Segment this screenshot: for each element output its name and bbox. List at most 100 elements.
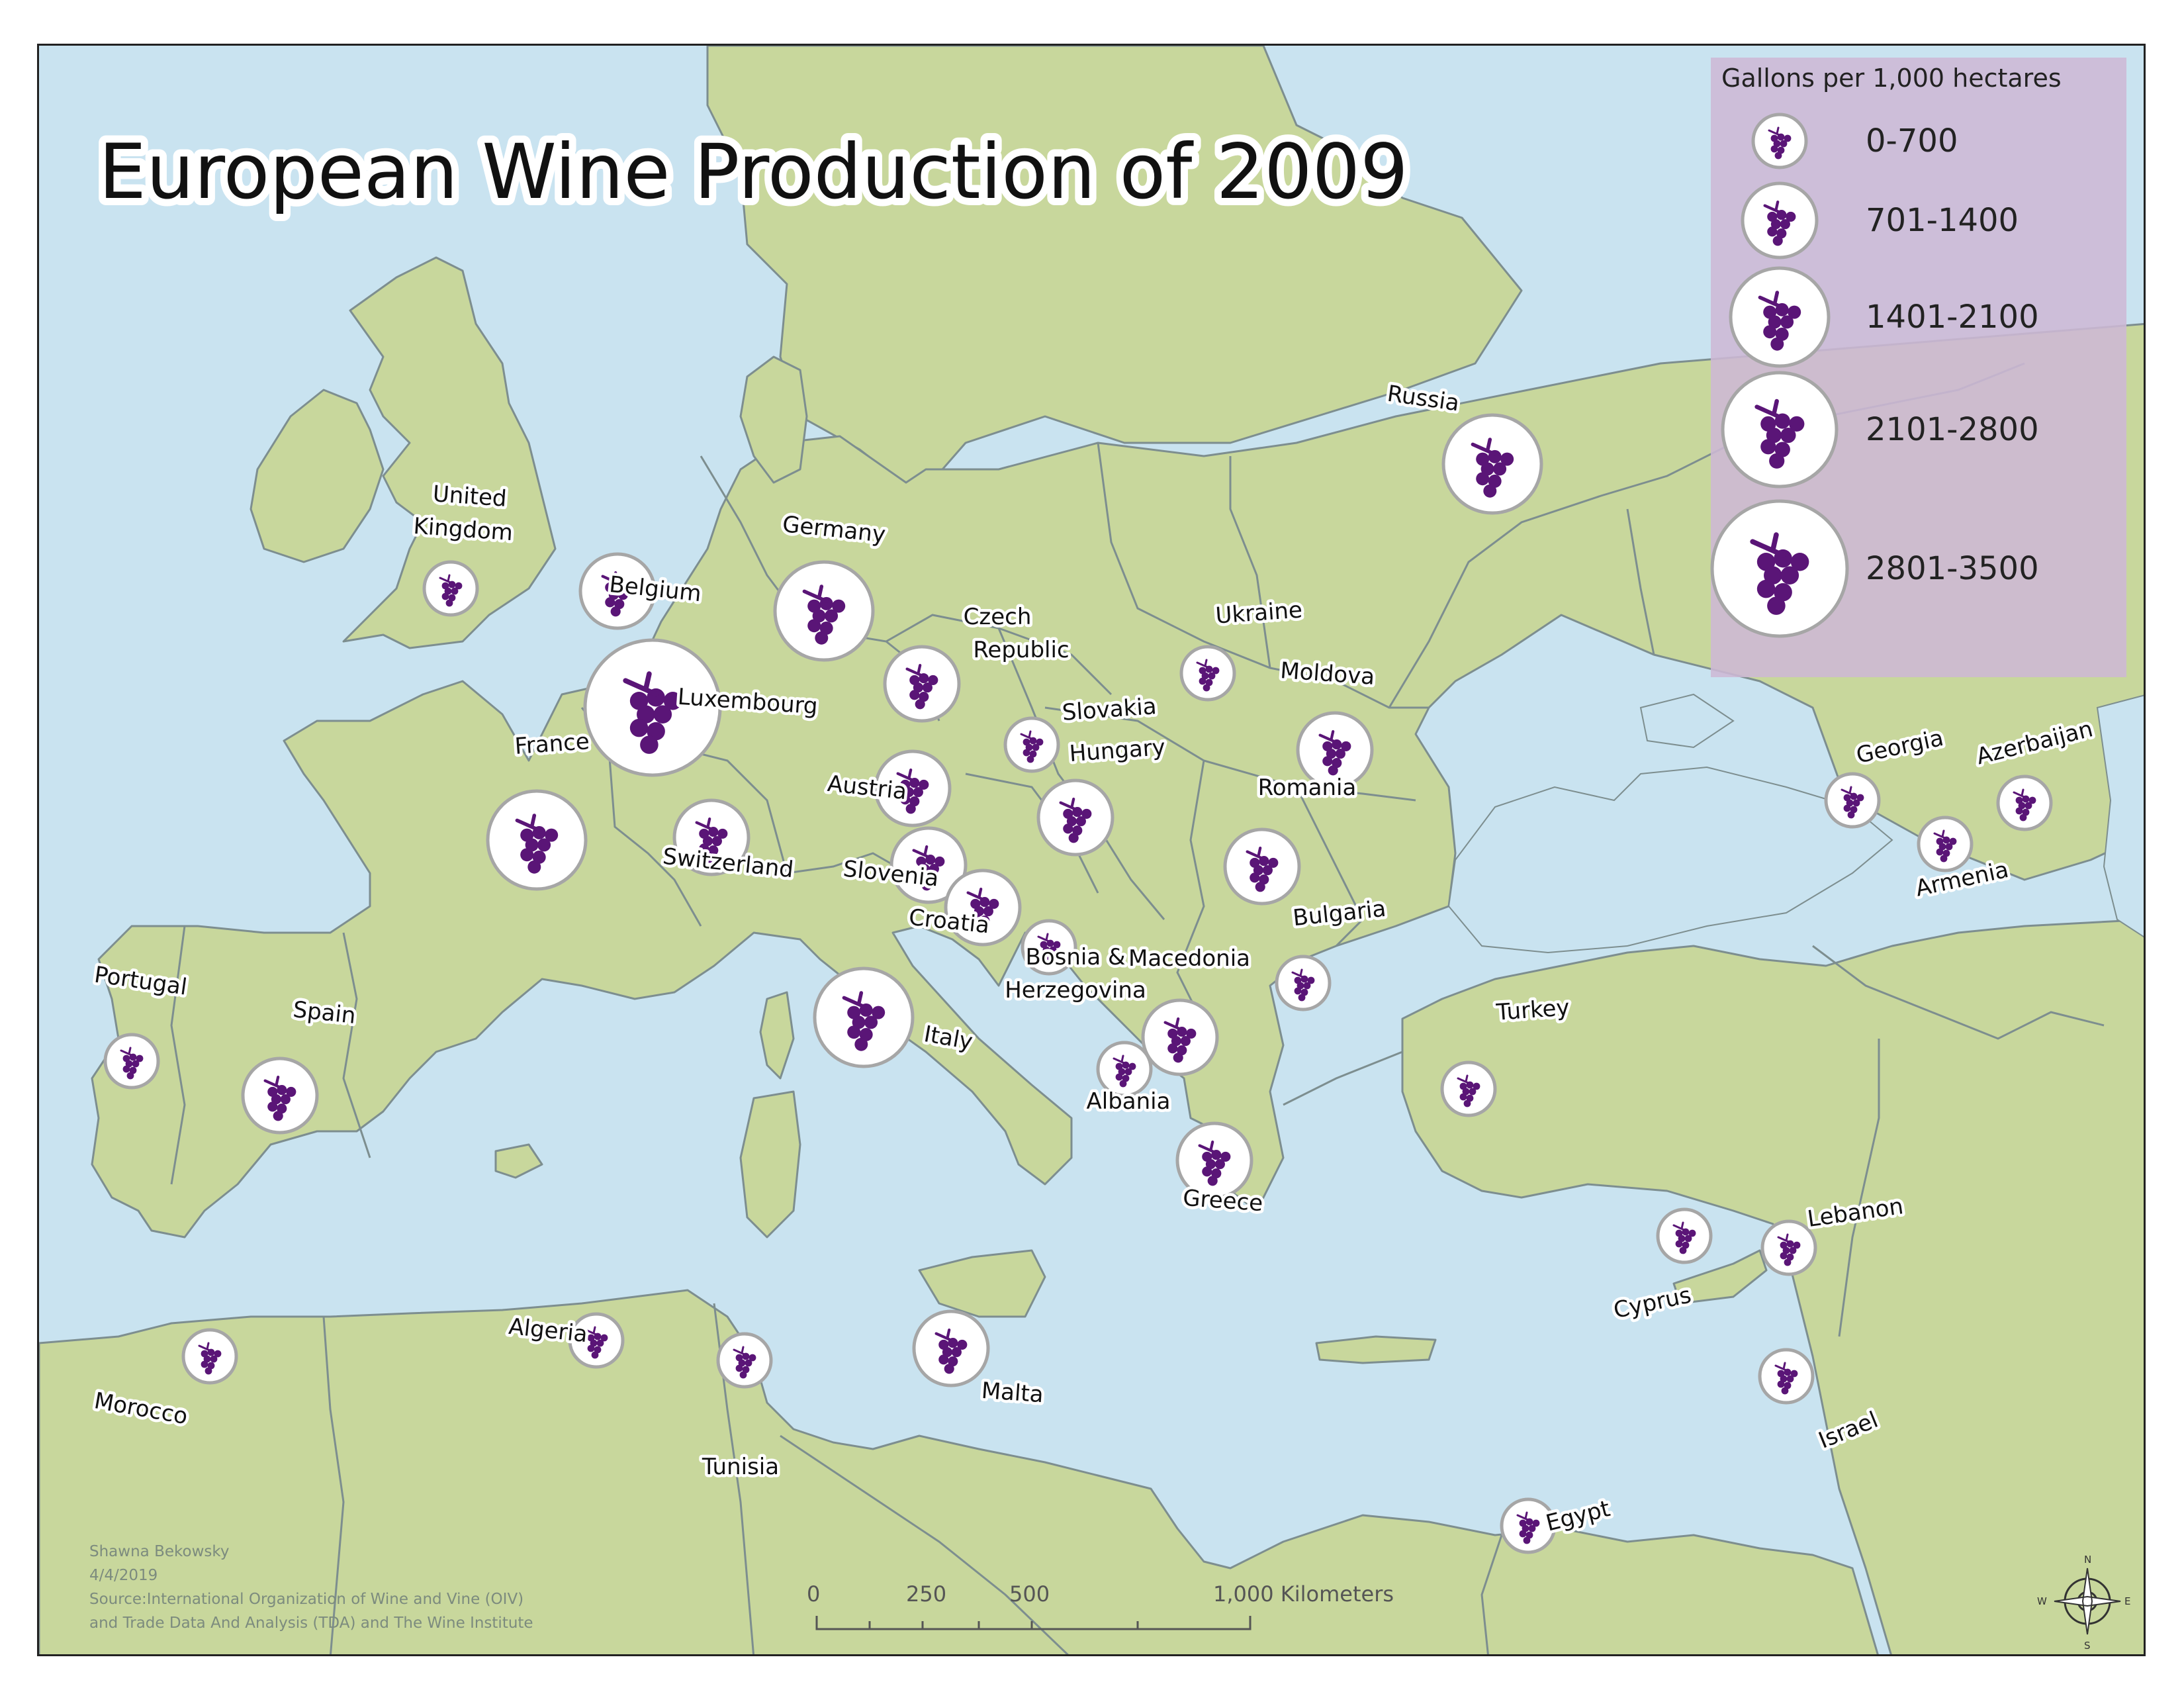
country-label: Herzegovina <box>1005 977 1146 1004</box>
grape-berry <box>854 1037 868 1051</box>
grape-berry <box>1773 140 1781 148</box>
grape-berry <box>1250 872 1260 883</box>
legend-class-label: 0-700 <box>1866 122 1958 160</box>
grape-berry <box>280 1094 291 1105</box>
grape-cluster-icon <box>601 571 634 617</box>
country-symbol <box>1141 998 1219 1076</box>
grape-stem <box>439 574 453 585</box>
grape-berry <box>847 1006 861 1019</box>
grape-berry <box>1528 1524 1536 1532</box>
grape-berry <box>1684 1235 1692 1243</box>
grape-stem <box>966 887 986 902</box>
grape-berry <box>1786 1375 1794 1383</box>
grape-berry <box>1459 1093 1467 1101</box>
credit-author: Shawna Bekowsky <box>89 1543 229 1560</box>
grape-berry <box>1253 865 1263 876</box>
grape-stem <box>1113 1055 1127 1065</box>
grape-cluster-icon <box>1291 968 1315 1002</box>
symbol-ring <box>1441 413 1543 515</box>
grape-berry <box>735 1354 743 1362</box>
grape-berry <box>201 1360 208 1368</box>
grape-stem <box>584 1326 599 1336</box>
grape-berry <box>944 1364 954 1374</box>
grape-cluster-icon <box>1163 1017 1197 1063</box>
land-sardinia <box>739 1090 801 1239</box>
grape-berry <box>1268 857 1279 868</box>
grape-cluster-icon <box>515 814 559 874</box>
grape-berry <box>1053 941 1061 949</box>
grape-berry <box>1063 808 1073 819</box>
grape-berry <box>1488 474 1502 488</box>
grape-berry <box>702 836 713 847</box>
country-label: United <box>432 481 508 512</box>
grape-berry <box>1202 1166 1212 1177</box>
country-symbol <box>1996 774 2053 831</box>
symbol-ring <box>1036 778 1115 857</box>
grape-stem <box>1672 1221 1687 1232</box>
grape-berry <box>1688 1229 1696 1237</box>
grape-berry <box>1119 1080 1127 1088</box>
grape-berry <box>1203 684 1210 692</box>
grape-cluster-icon <box>1750 532 1809 615</box>
scale-label: 1,000 Kilometers <box>1213 1581 1394 1607</box>
symbol-ring <box>1656 1207 1713 1264</box>
grape-stem <box>1037 933 1052 943</box>
grape-berry <box>1341 741 1351 751</box>
grape-berry <box>739 1371 747 1379</box>
grape-berry <box>921 880 932 891</box>
grape-stem <box>905 663 925 678</box>
grape-berry <box>1768 315 1782 329</box>
country-symbol <box>716 1332 773 1389</box>
grape-berry <box>1772 236 1783 246</box>
grape-berry <box>1211 1168 1222 1179</box>
grape-stem <box>120 1047 134 1057</box>
scale-tick-0: 0 <box>807 1581 820 1607</box>
grape-berry <box>735 1364 743 1372</box>
country-symbol <box>1096 1041 1153 1098</box>
grape-berry <box>1326 749 1336 759</box>
country-symbol <box>578 552 657 630</box>
grape-cluster-icon <box>1059 797 1092 843</box>
grape-berry <box>1786 211 1796 222</box>
country-label: Cyprus <box>1612 1282 1694 1324</box>
symbol-ring <box>568 1312 625 1369</box>
grape-berry <box>1250 857 1260 868</box>
country-symbol <box>181 1328 238 1385</box>
map-title: European Wine Production of 2009 <box>99 128 1408 216</box>
grape-stem <box>1933 829 1948 840</box>
grape-berry <box>1777 146 1785 154</box>
grape-berry <box>704 853 715 863</box>
country-label: Bosnia & <box>1026 944 1126 970</box>
grape-berry <box>1679 1246 1687 1254</box>
grape-berry <box>711 836 722 847</box>
land-great-britain <box>342 256 557 649</box>
country-symbol <box>1223 827 1301 906</box>
symbol-ring <box>1003 716 1060 773</box>
grape-stem <box>1516 1511 1531 1522</box>
symbol-ring <box>1141 998 1219 1076</box>
grape-stem <box>1758 291 1784 309</box>
grape-berry <box>532 850 546 864</box>
grape-berry <box>1081 808 1092 819</box>
grape-berry <box>1784 1258 1792 1266</box>
country-symbol <box>486 789 588 891</box>
country-symbol <box>1440 1060 1497 1117</box>
grape-stem <box>1457 1074 1471 1085</box>
grape-cluster-icon <box>1768 126 1792 160</box>
grape-berry <box>455 582 463 590</box>
grape-berry <box>1068 833 1079 843</box>
grape-berry <box>742 1366 750 1374</box>
grape-berry <box>1770 134 1778 142</box>
grape-berry <box>1476 472 1490 486</box>
grape-berry <box>872 1006 886 1019</box>
grape-berry <box>1936 837 1944 845</box>
country-symbol <box>568 1312 625 1369</box>
country-symbol <box>1729 266 1831 368</box>
grape-berry <box>210 1355 218 1363</box>
grape-berry <box>974 906 984 917</box>
country-symbol <box>583 638 722 777</box>
scale-bar-line <box>815 1616 1251 1630</box>
grape-berry <box>1202 1151 1212 1162</box>
grape-berry <box>745 1359 752 1367</box>
country-symbol <box>889 826 968 904</box>
